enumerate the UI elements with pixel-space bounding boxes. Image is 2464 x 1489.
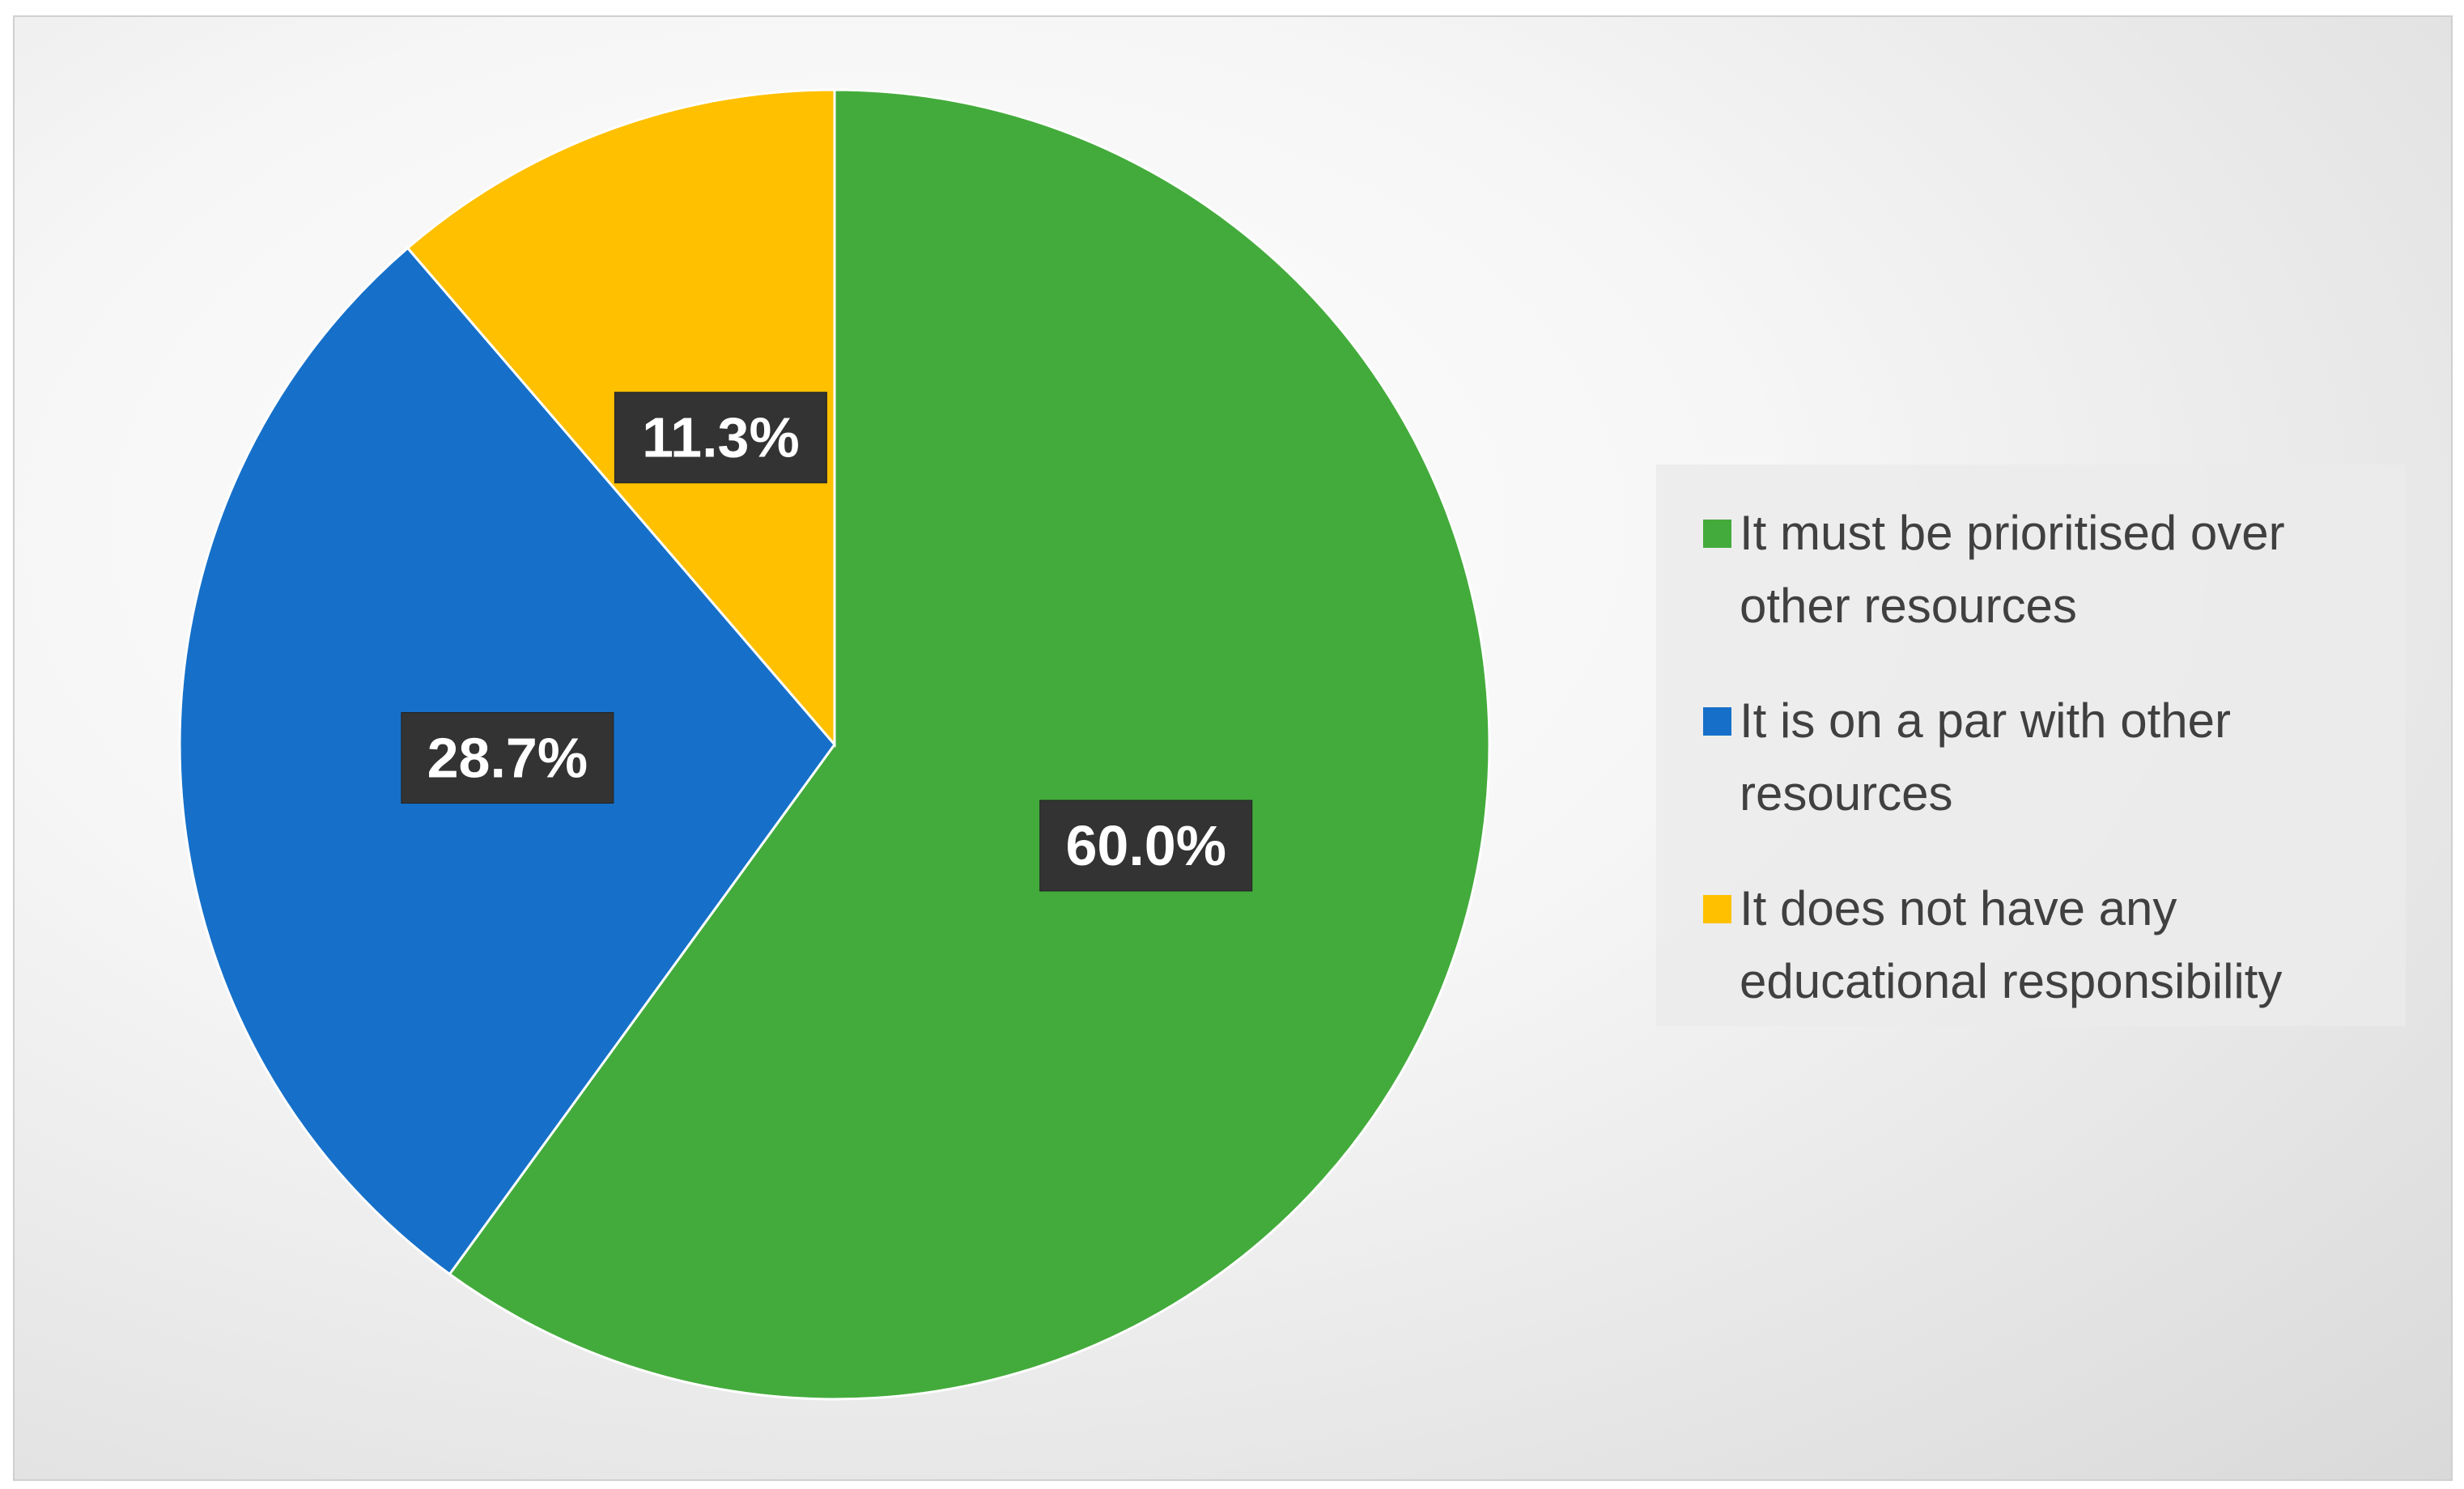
legend-marker [1703, 520, 1731, 548]
legend-label: It is on a par with other resources [1740, 694, 2231, 821]
legend-entry: It must be prioritised over other resour… [1703, 497, 2403, 643]
data-label: 28.7% [427, 727, 588, 790]
pie-slice [448, 88, 1491, 1401]
legend-label: It does not have any educational respons… [1740, 881, 2283, 1008]
legend-marker [1703, 895, 1731, 923]
data-label-box [401, 712, 614, 804]
data-label: 11.3% [642, 406, 800, 469]
legend-marker [1703, 707, 1731, 736]
label-background [614, 392, 827, 484]
legend: It must be prioritised over other resour… [1656, 465, 2406, 1026]
data-label-box [614, 392, 827, 484]
label-background [1039, 800, 1253, 892]
legend-label: It must be prioritised over other resour… [1740, 506, 2285, 633]
legend-entry: It is on a par with other resources [1703, 685, 2403, 830]
label-background [401, 712, 614, 804]
data-label-box [1039, 800, 1253, 892]
data-label: 60.0% [1065, 814, 1226, 877]
legend-entry: It does not have any educational respons… [1703, 872, 2403, 1018]
